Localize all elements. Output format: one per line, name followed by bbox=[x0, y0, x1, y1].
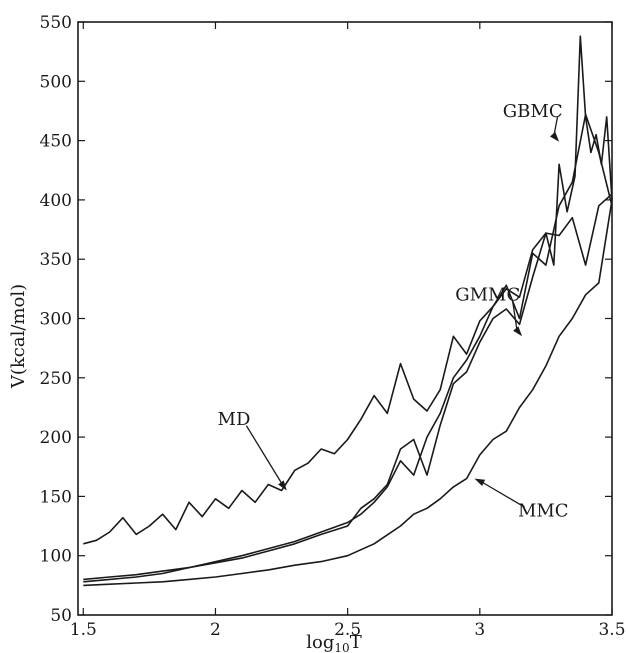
annotation-arrowhead-md bbox=[278, 480, 287, 491]
annotation-arrow-mmc bbox=[481, 481, 526, 508]
annotation-arrowhead-gmmc bbox=[513, 326, 523, 337]
y-tick-label: 150 bbox=[40, 487, 72, 507]
y-tick-label: 50 bbox=[50, 606, 72, 626]
x-tick-label: 3 bbox=[474, 620, 485, 640]
x-tick-label: 2 bbox=[210, 620, 221, 640]
x-axis-title: log10T bbox=[306, 632, 361, 653]
y-axis-title: V(kcal/mol) bbox=[8, 284, 29, 389]
annotation-arrow-md bbox=[245, 425, 283, 485]
x-axis-title-subscript: 10 bbox=[334, 641, 349, 653]
y-axis-ticks: 50 100 150 200 250 300 350 400 450 500 550 bbox=[40, 13, 612, 626]
x-axis-ticks: 1.5 2 2.5 3 3.5 bbox=[70, 22, 626, 640]
annotation-label-md: MD bbox=[218, 409, 251, 430]
y-tick-label: 400 bbox=[40, 191, 72, 211]
y-tick-label: 100 bbox=[40, 547, 72, 567]
annotation-group: GBMC GMMC MD MMC bbox=[218, 101, 569, 522]
x-axis-title-tail: T bbox=[350, 632, 362, 653]
annotation-label-gmmc: GMMC bbox=[455, 285, 520, 306]
y-tick-label: 500 bbox=[40, 72, 72, 92]
series-line-gbmc bbox=[83, 35, 613, 583]
y-tick-label: 350 bbox=[40, 250, 72, 270]
y-tick-label: 300 bbox=[40, 310, 72, 330]
annotation-arrow-gbmc bbox=[553, 116, 559, 136]
annotation-label-gbmc: GBMC bbox=[503, 101, 563, 122]
y-tick-label: 550 bbox=[40, 13, 72, 33]
y-tick-label: 250 bbox=[40, 369, 72, 389]
x-tick-label: 2.5 bbox=[334, 620, 361, 640]
x-tick-label: 1.5 bbox=[70, 620, 97, 640]
annotation-arrow-gmmc bbox=[511, 300, 518, 331]
y-tick-label: 200 bbox=[40, 428, 72, 448]
annotation-arrowhead-mmc bbox=[474, 478, 486, 486]
series-line-md bbox=[83, 193, 613, 545]
annotation-arrowhead-gbmc bbox=[550, 131, 560, 142]
x-axis-title-main: log bbox=[306, 632, 334, 653]
series-line-gmmc bbox=[83, 113, 613, 581]
series-line-mmc bbox=[83, 199, 613, 587]
x-tick-label: 3.5 bbox=[598, 620, 625, 640]
series-group bbox=[83, 35, 613, 587]
annotation-label-mmc: MMC bbox=[518, 501, 569, 522]
y-tick-label: 450 bbox=[40, 132, 72, 152]
